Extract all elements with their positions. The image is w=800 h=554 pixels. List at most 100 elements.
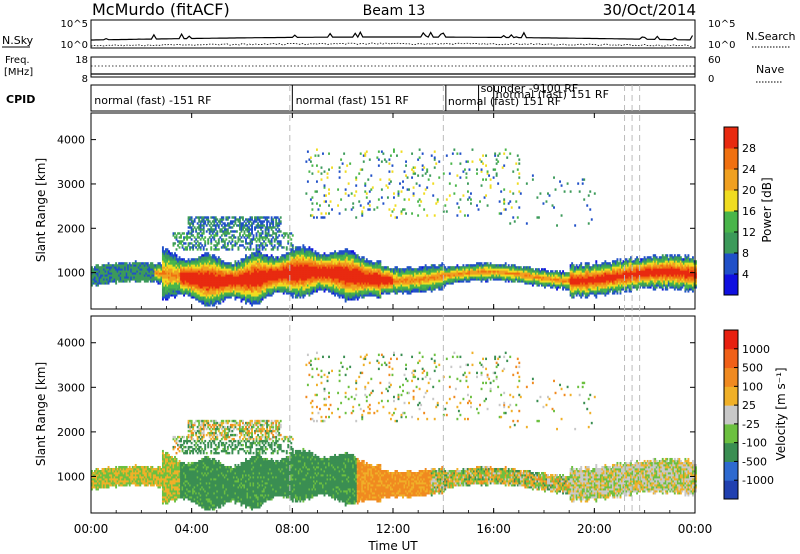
power-cell <box>196 216 199 219</box>
power-cell <box>319 288 321 291</box>
power-cell <box>258 236 261 239</box>
power-cell <box>121 280 124 283</box>
power-cell <box>161 276 164 279</box>
power-cell <box>119 274 122 277</box>
power-cell <box>169 276 172 279</box>
power-cell <box>242 270 244 273</box>
power-cell <box>195 230 198 233</box>
power-cell <box>406 282 409 285</box>
power-cell <box>303 286 306 289</box>
power-cell <box>386 286 389 289</box>
power-cell <box>309 156 312 159</box>
power-cell <box>426 186 429 189</box>
power-cell <box>177 260 179 263</box>
power-cell <box>406 288 409 291</box>
power-cell <box>234 282 237 285</box>
power-cell <box>423 274 426 277</box>
power-cell <box>235 268 238 271</box>
power-cell <box>362 256 365 259</box>
power-cell <box>225 278 228 281</box>
power-cell <box>273 262 276 265</box>
power-cell <box>164 284 167 287</box>
power-cell <box>223 262 226 265</box>
power-cell <box>255 266 258 269</box>
power-cell <box>418 184 421 187</box>
power-cell <box>365 266 368 269</box>
power-cell <box>91 280 93 283</box>
power-cell <box>214 218 217 221</box>
power-cell <box>294 256 297 259</box>
power-cell <box>245 292 247 295</box>
power-cell <box>243 268 246 271</box>
power-cell <box>213 274 216 277</box>
power-cell <box>365 276 368 279</box>
power-cell <box>107 262 110 265</box>
power-cell <box>240 224 243 227</box>
power-cell <box>370 288 373 291</box>
power-cell <box>340 292 343 295</box>
power-cell <box>152 266 155 269</box>
power-cell <box>355 260 358 263</box>
power-cell <box>364 294 367 297</box>
power-cell <box>175 266 178 269</box>
power-cell <box>210 276 213 279</box>
power-cell <box>240 284 243 287</box>
power-cell <box>202 270 205 273</box>
power-cell <box>204 216 207 219</box>
power-cell <box>315 266 318 269</box>
power-cell <box>158 282 161 285</box>
power-cell <box>349 290 352 293</box>
power-cell <box>151 264 154 267</box>
power-cell <box>122 276 125 279</box>
power-cell <box>172 270 175 273</box>
power-cell <box>309 288 312 291</box>
power-cell <box>119 270 122 273</box>
power-cell <box>232 234 235 237</box>
power-cell <box>373 294 376 297</box>
power-cell <box>376 290 379 293</box>
power-cell <box>393 276 395 279</box>
power-cell <box>193 284 196 287</box>
power-cell <box>314 274 317 277</box>
power-cell <box>204 276 207 279</box>
power-cell <box>174 260 176 263</box>
power-cell <box>371 264 374 267</box>
power-cell <box>349 278 352 281</box>
power-cell <box>433 158 436 161</box>
power-cell <box>246 268 249 271</box>
power-cell <box>376 276 379 279</box>
power-cell <box>358 276 361 279</box>
power-cell <box>223 294 226 297</box>
power-cell <box>223 244 226 247</box>
power-cell <box>267 260 270 263</box>
power-cell <box>139 276 142 279</box>
power-cell <box>417 214 420 217</box>
power-cell <box>373 282 376 285</box>
power-cell <box>229 268 232 271</box>
power-cell <box>190 292 193 295</box>
power-cell <box>326 286 329 289</box>
power-cell <box>202 288 205 291</box>
power-cell <box>214 260 217 263</box>
power-cell <box>166 292 169 295</box>
power-cell <box>249 262 252 265</box>
power-cell <box>353 264 356 267</box>
power-cell <box>332 290 335 293</box>
power-cell <box>365 284 368 287</box>
power-cell <box>300 268 303 271</box>
power-cell <box>299 290 302 293</box>
power-cell <box>364 290 367 293</box>
power-cell <box>260 262 263 265</box>
power-cell <box>267 282 270 285</box>
power-cell <box>201 232 204 235</box>
power-cell <box>284 282 287 285</box>
power-cell <box>414 274 417 277</box>
power-cell <box>201 258 204 261</box>
power-cell <box>371 292 374 295</box>
power-cell <box>270 276 273 279</box>
power-cell <box>204 254 207 257</box>
power-cell <box>438 278 441 281</box>
cpid-text: normal (fast) 151 RF <box>496 88 609 101</box>
power-cell <box>309 250 312 253</box>
power-cell <box>270 264 273 267</box>
